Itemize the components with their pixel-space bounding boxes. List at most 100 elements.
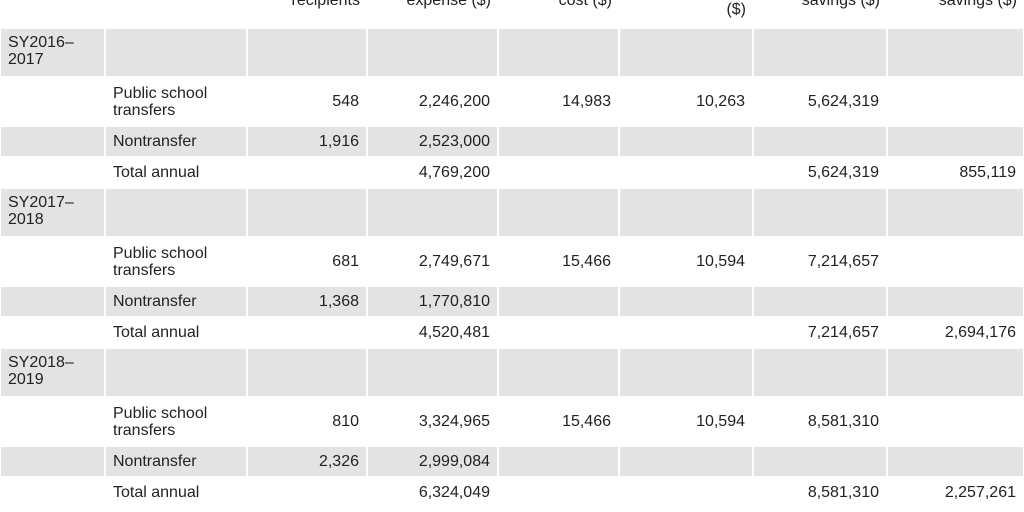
value-cell: 8,581,310 <box>807 413 879 430</box>
empty-cell <box>620 127 752 156</box>
value-cell: 2,523,000 <box>368 127 497 156</box>
value-cell: 3,324,965 <box>418 413 490 430</box>
row-label: Nontransfer <box>106 287 246 316</box>
empty-cell <box>888 287 1023 316</box>
row-label: Total annual <box>113 324 200 341</box>
value-cell: 10,594 <box>696 253 745 270</box>
empty-cell <box>1 287 104 316</box>
value-cell: 681 <box>332 253 359 270</box>
column-header: recipients <box>291 0 360 9</box>
empty-cell <box>620 29 752 76</box>
value-cell: 1,916 <box>248 127 366 156</box>
empty-cell <box>888 447 1023 476</box>
value-cell: 2,749,671 <box>418 253 490 270</box>
empty-cell <box>368 189 497 236</box>
value-cell: 4,769,200 <box>418 164 490 181</box>
empty-cell <box>888 127 1023 156</box>
empty-cell <box>620 287 752 316</box>
value-cell: 1,368 <box>248 287 366 316</box>
empty-cell <box>620 318 752 347</box>
column-header: savings ($) <box>938 0 1017 9</box>
empty-cell <box>248 29 366 76</box>
value-cell: 5,624,319 <box>807 164 879 181</box>
row-label: Total annual <box>113 164 200 181</box>
empty-cell <box>888 189 1023 236</box>
year-label: SY2018–2019 <box>1 349 104 396</box>
empty-cell <box>620 349 752 396</box>
row-label: Public school transfers <box>113 244 208 279</box>
empty-cell <box>754 447 886 476</box>
empty-cell <box>754 189 886 236</box>
empty-cell <box>1 447 104 476</box>
empty-cell <box>106 29 246 76</box>
value-cell: 7,214,657 <box>807 253 879 270</box>
empty-cell <box>1 78 104 125</box>
empty-cell <box>499 349 618 396</box>
value-cell: 2,246,200 <box>418 93 490 110</box>
value-cell: 1,770,810 <box>368 287 497 316</box>
row-label: Nontransfer <box>106 127 246 156</box>
empty-cell <box>499 287 618 316</box>
empty-cell <box>620 447 752 476</box>
empty-cell <box>888 398 1023 445</box>
empty-cell <box>1 127 104 156</box>
value-cell: 14,983 <box>562 93 611 110</box>
empty-cell <box>499 127 618 156</box>
empty-cell <box>499 478 618 507</box>
empty-cell <box>499 158 618 187</box>
value-cell: 548 <box>332 93 359 110</box>
empty-cell <box>248 349 366 396</box>
value-cell: 810 <box>332 413 359 430</box>
column-header: expense ($) <box>406 0 492 9</box>
empty-cell <box>620 189 752 236</box>
value-cell: 2,257,261 <box>944 484 1016 501</box>
row-label: Nontransfer <box>106 447 246 476</box>
empty-cell <box>754 349 886 396</box>
empty-cell <box>620 478 752 507</box>
empty-cell <box>1 158 104 187</box>
empty-cell <box>888 78 1023 125</box>
empty-cell <box>248 318 366 347</box>
empty-cell <box>499 189 618 236</box>
value-cell: 2,999,084 <box>368 447 497 476</box>
value-cell: 15,466 <box>562 413 611 430</box>
empty-cell <box>1 318 104 347</box>
year-label: SY2017–2018 <box>1 189 104 236</box>
empty-cell <box>888 238 1023 285</box>
empty-cell <box>1 478 104 507</box>
empty-cell <box>754 29 886 76</box>
year-label: SY2016–2017 <box>1 29 104 76</box>
empty-cell <box>499 29 618 76</box>
column-header: cost ($) <box>558 0 612 9</box>
row-label: Total annual <box>113 484 200 501</box>
column-header: savings ($) <box>801 0 880 9</box>
empty-cell <box>620 158 752 187</box>
empty-cell <box>106 189 246 236</box>
empty-cell <box>248 478 366 507</box>
value-cell: 2,694,176 <box>944 324 1016 341</box>
empty-cell <box>888 29 1023 76</box>
value-cell: 15,466 <box>562 253 611 270</box>
empty-cell <box>1 398 104 445</box>
empty-cell <box>1 238 104 285</box>
value-cell: 8,581,310 <box>807 484 879 501</box>
empty-cell <box>368 29 497 76</box>
empty-cell <box>888 349 1023 396</box>
value-cell: 10,594 <box>696 413 745 430</box>
empty-cell <box>754 127 886 156</box>
value-cell: 5,624,319 <box>807 93 879 110</box>
empty-cell <box>499 447 618 476</box>
value-cell: 6,324,049 <box>418 484 490 501</box>
value-cell: 2,326 <box>248 447 366 476</box>
value-cell: 7,214,657 <box>807 324 879 341</box>
empty-cell <box>248 189 366 236</box>
empty-cell <box>754 287 886 316</box>
column-header: ($) <box>726 1 746 18</box>
value-cell: 10,263 <box>696 93 745 110</box>
row-label: Public school transfers <box>113 404 208 439</box>
empty-cell <box>499 318 618 347</box>
value-cell: 4,520,481 <box>418 324 490 341</box>
empty-cell <box>248 158 366 187</box>
empty-cell <box>106 349 246 396</box>
